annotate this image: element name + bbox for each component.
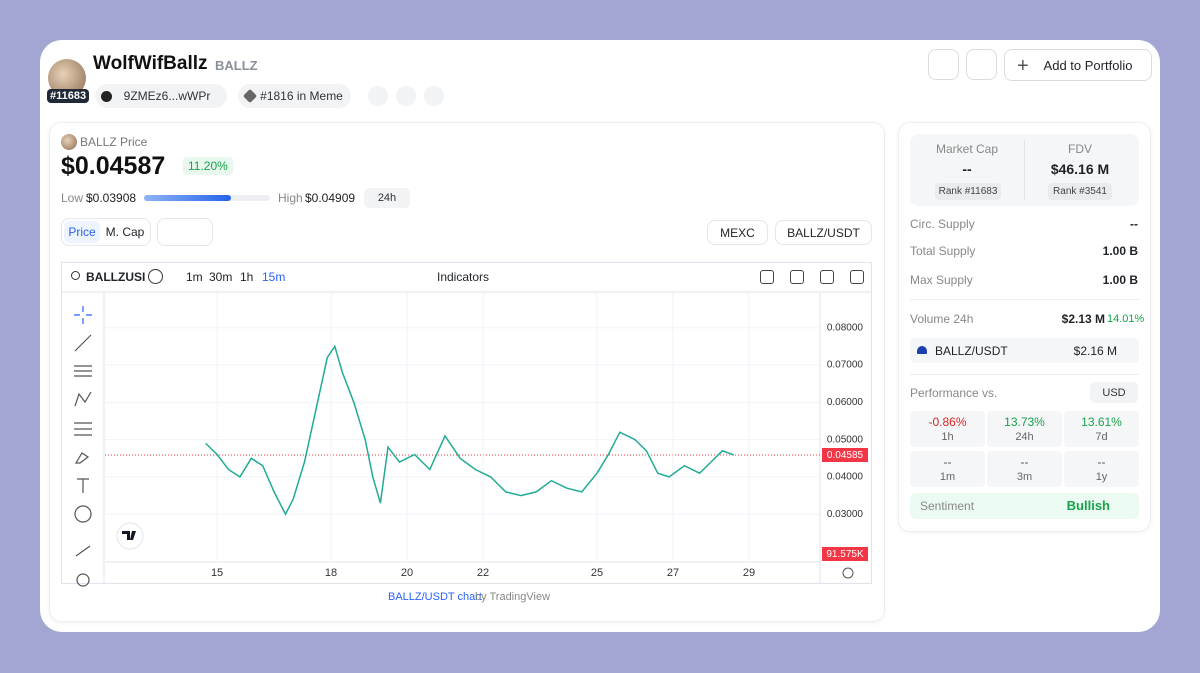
toolbar-icon[interactable] [790,270,804,284]
indicators-button[interactable]: Indicators [437,270,490,284]
top-stats-divider [1024,140,1025,200]
performance-period: 3m [1016,471,1033,483]
interval[interactable]: 30m [209,270,233,284]
coin-symbol: BALLZ [215,58,258,73]
small-avatar [61,134,77,150]
fdv: $46.16 M [1050,161,1110,177]
supply-value: 1.00 B [1102,244,1138,258]
performance-value: 13.61% [1081,415,1122,429]
contract-icon [101,91,112,102]
performance-value: -- [1020,455,1029,469]
performance-cell [910,451,985,487]
performance-label: Performance vs. [910,386,998,400]
sentiment-value: Bullish [1066,498,1110,513]
plus-icon: + [1017,55,1029,77]
interval[interactable]: 1h [240,270,254,284]
interval[interactable]: 15m [262,270,286,284]
volume-change: 14.01% [1107,313,1145,325]
chart-frame [61,262,872,584]
tab-group [61,218,151,246]
performance-cell [910,411,985,447]
volume-label: Volume 24h [910,312,974,326]
supply-label: Total Supply [910,244,976,258]
market-cap: -- [962,161,972,177]
toolbar-symbol[interactable]: BALLZUSI [86,270,146,284]
pair-volume: $2.16 M [1073,344,1117,358]
fdv-label: FDV [1068,142,1092,156]
market-cap-rank: Rank #11683 [935,183,1001,200]
divider [910,299,1139,300]
chart-footer-link[interactable]: BALLZ/USDT chart [388,591,482,603]
market-cap-label: Market Cap [935,142,999,156]
supply-value: -- [1130,217,1138,231]
performance-period: 24h [1015,431,1034,443]
tab-mcap[interactable]: M. Cap [105,225,145,239]
contract-chip[interactable]: 9ZMEz6...wWPr [95,84,227,108]
interval[interactable]: 1m [186,270,203,284]
link-icon[interactable] [366,84,390,108]
performance-period: 7d [1095,431,1108,443]
price: $0.04587 [61,152,166,180]
search-icon [71,271,80,280]
high-label: High [278,191,303,205]
fdv-rank: Rank #3541 [1048,183,1112,200]
add-portfolio-button[interactable]: Add to Portfolio [1004,49,1152,81]
sentiment-box [910,493,1139,519]
toolbar-icon[interactable] [820,270,834,284]
performance-cell [987,411,1062,447]
performance-period: 1m [939,471,956,483]
sentiment-label: Sentiment [920,499,975,513]
pair-name: BALLZ/USDT [935,344,1008,358]
stats-panel [898,122,1151,532]
chart-type-group[interactable] [157,218,213,246]
star-button[interactable] [966,49,997,80]
price-panel [49,122,885,622]
performance-value: -- [1097,455,1106,469]
link-icon[interactable] [394,84,418,108]
flag-button[interactable] [928,49,959,80]
pair-dropdown[interactable]: BALLZ/USDT [775,220,872,245]
performance-cell [987,451,1062,487]
performance-cell [1064,411,1139,447]
coin-name: WolfWifBallz [93,53,208,74]
pair-box[interactable] [910,338,1139,363]
pair-icon [917,346,927,354]
performance-period: 1h [941,431,954,443]
performance-value: -0.86% [928,415,967,429]
toolbar-icon[interactable] [760,270,774,284]
category-chip[interactable]: #1816 in Meme [238,84,351,108]
toolbar-icon[interactable] [850,270,864,284]
range-dropdown[interactable]: 24h [364,188,410,208]
range-fill [144,195,231,201]
supply-label: Circ. Supply [910,217,975,231]
price-change: 11.20% [183,157,233,175]
rank-badge: #11683 [47,89,90,103]
volume-value: $2.13 M [1061,312,1105,326]
divider [910,374,1139,375]
supply-value: 1.00 B [1102,273,1138,287]
performance-period: 1y [1095,471,1108,483]
performance-cell [1064,451,1139,487]
performance-value: -- [943,455,952,469]
performance-value: 13.73% [1004,415,1045,429]
high-value: $0.04909 [305,191,356,205]
compare-button[interactable] [148,269,163,284]
currency-dropdown[interactable]: USD [1090,382,1138,403]
exchange-dropdown[interactable]: MEXC [707,220,768,245]
link-icon[interactable] [422,84,446,108]
chart-footer-by: by TradingView [475,591,551,603]
tab-price[interactable]: Price [64,221,100,243]
supply-label: Max Supply [910,273,973,287]
low-value: $0.03908 [86,191,137,205]
price-label: BALLZ Price [80,135,148,149]
low-label: Low [61,191,84,205]
